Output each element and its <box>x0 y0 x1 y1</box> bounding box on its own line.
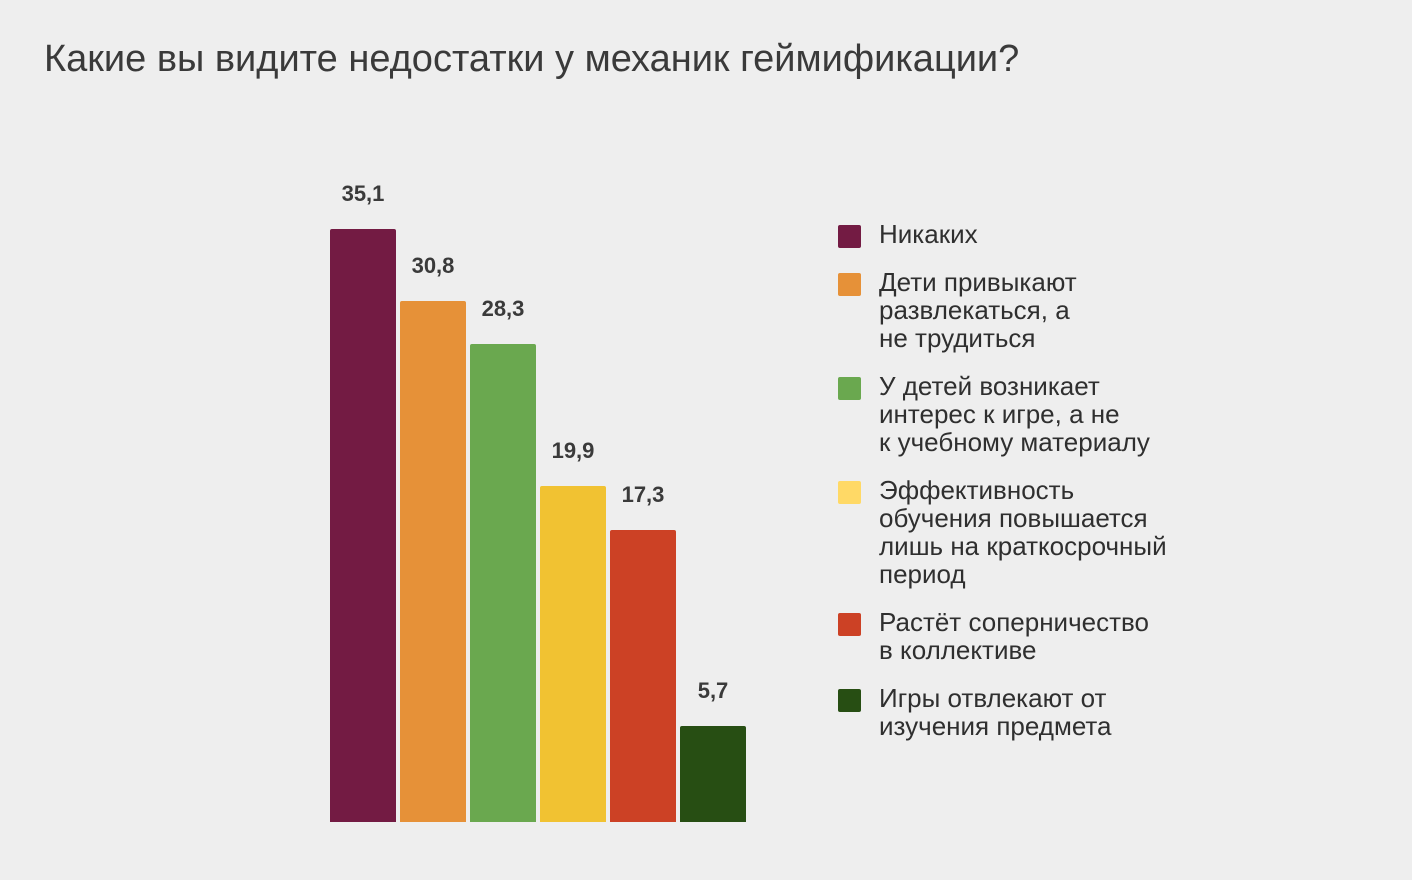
legend-item-4: Эффективность обучения повышается лишь на … <box>838 476 1218 588</box>
legend-label-line: Никаких <box>879 219 978 249</box>
legend-label-line: У детей возникает <box>879 371 1100 401</box>
bar-1 <box>330 228 396 822</box>
legend-item-2: Дети привыкают развлекаться, а не трудитьс… <box>838 268 1218 352</box>
bar-value-label-5: 17,3 <box>621 481 665 507</box>
legend-label-line: интерес к игре, а не <box>879 399 1120 429</box>
legend-label-line: к учебному материалу <box>879 427 1150 457</box>
bar-5 <box>610 529 676 822</box>
legend-label-line: развлекаться, а <box>879 295 1070 325</box>
legend-label-6: Игры отвлекают от изучения предмета <box>879 684 1112 740</box>
legend-label-3: У детей возникает интерес к игре, а не к у… <box>879 372 1150 456</box>
legend-label-line: Игры отвлекают от <box>879 683 1107 713</box>
legend-item-1: Никаких <box>838 220 1218 248</box>
legend-label-line: период <box>879 559 966 589</box>
legend-label-line: в коллективе <box>879 635 1037 665</box>
legend-label-line: Растёт соперничество <box>879 607 1149 637</box>
legend-label-line: Дети привыкают <box>879 267 1077 297</box>
legend-label-line: Эффективность <box>879 475 1075 505</box>
legend-label-5: Растёт соперничество в коллективе <box>879 608 1149 664</box>
legend-item-3: У детей возникает интерес к игре, а не к у… <box>838 372 1218 456</box>
bar-6 <box>680 725 746 822</box>
bar-2 <box>400 301 466 822</box>
legend-swatch-5 <box>838 613 861 636</box>
legend-label-line: не трудиться <box>879 323 1036 353</box>
legend-swatch-2 <box>838 273 861 296</box>
bar-value-label-1: 35,1 <box>341 180 385 206</box>
legend-label-line: лишь на краткосрочный <box>879 531 1167 561</box>
legend-label-line: изучения предмета <box>879 711 1112 741</box>
legend-swatch-1 <box>838 225 861 248</box>
chart-legend: Никаких Дети привыкают развлекаться, а не т… <box>838 220 1218 740</box>
legend-label-1: Никаких <box>879 220 978 248</box>
bar-value-label-6: 5,7 <box>697 677 729 703</box>
legend-item-5: Растёт соперничество в коллективе <box>838 608 1218 664</box>
bar-value-label-2: 30,8 <box>411 253 455 279</box>
legend-label-4: Эффективность обучения повышается лишь на … <box>879 476 1167 588</box>
chart-title: Какие вы видите недостатки у механик гей… <box>44 38 1020 80</box>
bar-3 <box>470 343 536 822</box>
legend-label-line: обучения повышается <box>879 503 1148 533</box>
bar-value-label-4: 19,9 <box>551 437 595 463</box>
legend-swatch-3 <box>838 377 861 400</box>
legend-label-2: Дети привыкают развлекаться, а не трудитьс… <box>879 268 1077 352</box>
bar-value-label-3: 28,3 <box>481 295 525 321</box>
bar-4 <box>540 485 606 822</box>
legend-swatch-4 <box>838 481 861 504</box>
legend-swatch-6 <box>838 689 861 712</box>
legend-item-6: Игры отвлекают от изучения предмета <box>838 684 1218 740</box>
